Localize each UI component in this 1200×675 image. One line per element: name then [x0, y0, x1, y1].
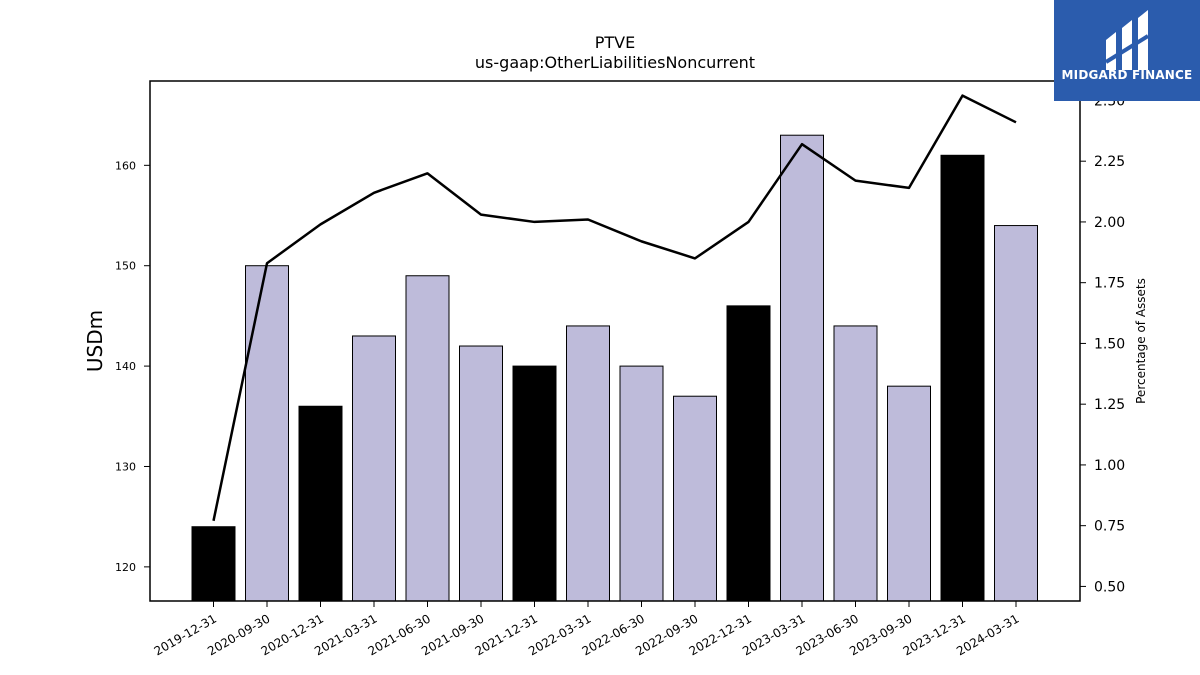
y2-tick-label: 0.75 [1094, 519, 1125, 535]
y2-tick-label: 1.00 [1094, 458, 1125, 474]
bar-2020-09-30 [245, 265, 289, 602]
y-axis-label: USDm [83, 310, 107, 372]
bar-2022-12-31 [726, 305, 771, 602]
y2-tick-label: 2.25 [1094, 154, 1125, 170]
bar-2020-12-31 [298, 405, 343, 602]
bar-2022-06-30 [619, 365, 664, 602]
logo: MIDGARD FINANCE [1054, 0, 1200, 101]
bar-2021-03-31 [352, 335, 396, 602]
bar-2023-09-30 [887, 385, 931, 602]
bar-2023-06-30 [833, 325, 878, 602]
bar-2021-12-31 [512, 365, 557, 602]
y-tick-label: 140 [115, 360, 136, 373]
bar-2022-03-31 [566, 325, 610, 602]
percentage-line [212, 94, 1017, 522]
y2-axis-label: Percentage of Assets [1134, 278, 1148, 404]
plot-frame [149, 80, 1081, 602]
y2-tick-label: 1.50 [1094, 336, 1125, 352]
y2-tick-label: 0.50 [1094, 579, 1125, 595]
left-axis-ticks: 120 130 140 150 160 [115, 159, 150, 574]
x-axis-ticks: 2019-12-312020-09-302020-12-312021-03-31… [152, 601, 1022, 658]
y2-tick-label: 1.25 [1094, 397, 1125, 413]
y-tick-label: 120 [115, 561, 136, 574]
y-tick-label: 150 [115, 260, 136, 273]
bar-2023-03-31 [780, 134, 824, 602]
bar-2024-03-31 [994, 225, 1038, 602]
chart-title: PTVE [595, 33, 635, 52]
bar-2022-09-30 [673, 395, 717, 602]
y-tick-label: 160 [115, 159, 136, 172]
logo-mark-icon [1104, 10, 1150, 70]
right-axis-ticks: 0.500.751.001.251.501.752.002.252.50 [1080, 93, 1125, 595]
bar-2023-12-31 [940, 154, 985, 602]
y2-tick-label: 1.75 [1094, 276, 1125, 292]
chart-subtitle: us-gaap:OtherLiabilitiesNoncurrent [475, 53, 755, 72]
y2-tick-label: 2.00 [1094, 215, 1125, 231]
bar-2019-12-31 [191, 526, 236, 602]
bar-2021-09-30 [459, 345, 503, 602]
bar-2021-06-30 [405, 275, 450, 602]
bar-group [191, 134, 1038, 602]
y-tick-label: 130 [115, 460, 136, 473]
logo-text: MIDGARD FINANCE [1061, 68, 1193, 82]
